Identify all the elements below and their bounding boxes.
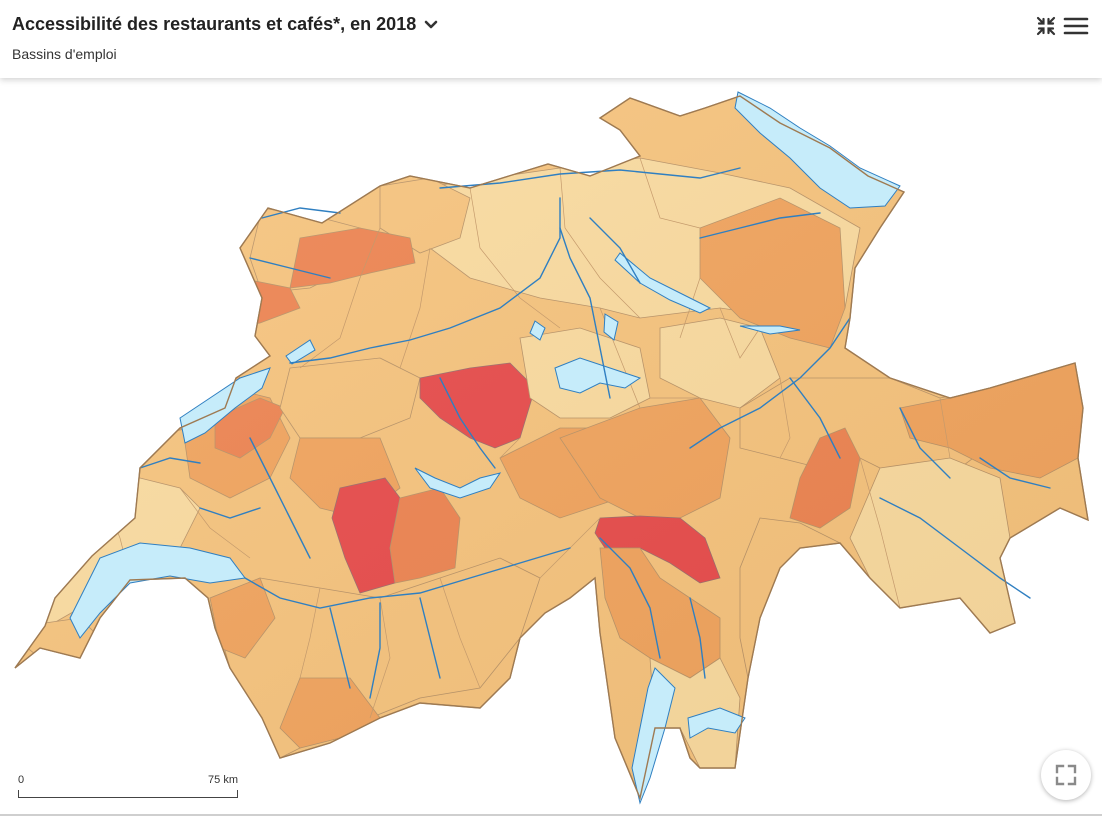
river-aare [289,197,561,364]
hamburger-menu-icon [1063,17,1089,35]
river-valais-side2 [419,597,441,679]
scale-line [18,790,238,798]
river-rhine-north [439,167,741,189]
lake-geneva [69,542,246,639]
lake-sempach [529,320,546,341]
lake-walen [739,325,801,335]
river-grisons-2 [899,407,951,479]
map-area[interactable] [0,78,1102,818]
lake-neuchatel [179,367,271,444]
river-ticino-2 [689,597,706,679]
river-rhone [244,547,571,609]
switzerland-map[interactable] [0,78,1102,818]
river-grisons-1 [789,377,841,459]
scale-start-label: 0 [18,774,25,786]
collapse-button[interactable] [1032,12,1060,40]
river-valais-side1 [329,607,351,689]
river-jura [249,257,331,279]
river-emme [439,377,496,469]
river-ticino [599,537,661,659]
lake-lugano [687,707,746,739]
river-sarine-low [199,507,261,519]
river-rhine-alpine [689,317,851,449]
menu-button[interactable] [1062,12,1090,40]
river-reuss [559,227,611,399]
river-engadin-1 [979,457,1051,489]
river-vaud [139,457,201,469]
river-saane [249,437,311,559]
scale-end-label: 75 km [208,774,238,786]
lake-thun [414,467,502,499]
chevron-down-icon [422,16,440,34]
lake-lucerne [554,357,642,394]
title-dropdown[interactable]: Accessibilité des restaurants et cafés*,… [12,14,440,35]
river-thur [699,212,821,239]
page-subtitle: Bassins d'emploi [12,46,117,62]
bottom-divider [0,814,1102,816]
scale-bar: 0 75 km [18,774,240,800]
rivers [139,167,1051,699]
fullscreen-button[interactable] [1041,750,1091,800]
lake-zurich [614,252,712,314]
fullscreen-icon [1055,764,1077,786]
river-doubs [261,207,341,219]
page-title: Accessibilité des restaurants et cafés*,… [12,14,417,34]
river-inn [879,497,1031,599]
lake-biel [285,339,316,365]
employment-basins[interactable] [0,78,1102,818]
river-limmat [589,217,641,284]
river-valais-side3 [369,602,381,699]
lake-zug [603,313,619,341]
header: Accessibilité des restaurants et cafés*,… [0,0,1102,78]
collapse-icon [1036,16,1056,36]
